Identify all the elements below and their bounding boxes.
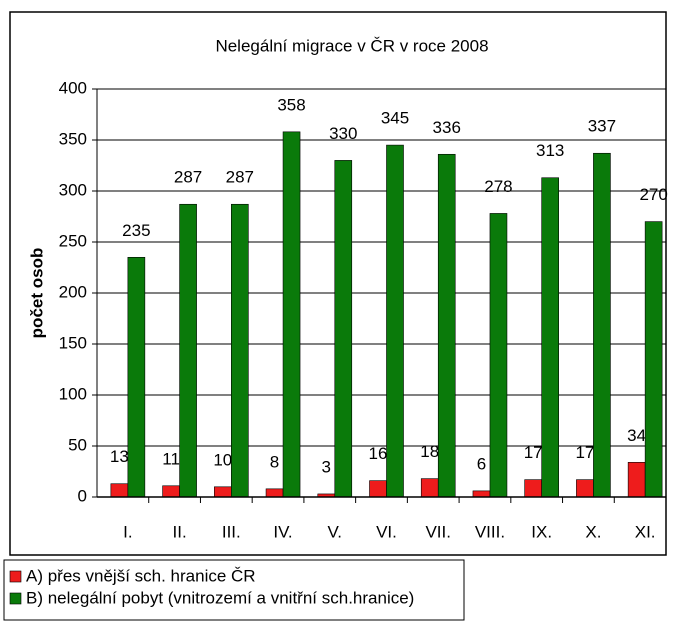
data-label: 313 bbox=[536, 141, 564, 160]
bar bbox=[110, 483, 129, 498]
data-label: 270 bbox=[639, 185, 667, 204]
data-label: 17 bbox=[575, 443, 594, 462]
bar bbox=[214, 486, 232, 498]
y-tick-label: 400 bbox=[59, 78, 87, 97]
legend-swatch bbox=[9, 570, 22, 583]
x-tick-label: I. bbox=[123, 522, 132, 541]
data-label: 287 bbox=[226, 168, 254, 187]
y-tick-label: 350 bbox=[59, 129, 87, 148]
data-label: 10 bbox=[213, 450, 232, 469]
data-label: 34 bbox=[627, 426, 646, 445]
bar bbox=[437, 153, 456, 498]
legend-label: A) přes vnější sch. hranice ČR bbox=[26, 566, 256, 585]
data-label: 6 bbox=[477, 454, 486, 473]
data-label: 8 bbox=[270, 452, 279, 471]
x-tick-label: IX. bbox=[531, 522, 552, 541]
x-tick-label: II. bbox=[173, 522, 187, 541]
x-tick-label: X. bbox=[585, 522, 601, 541]
chart-title: Nelegální migrace v ČR v roce 2008 bbox=[215, 36, 488, 55]
data-label: 287 bbox=[174, 168, 202, 187]
bar bbox=[127, 256, 146, 498]
data-label: 336 bbox=[433, 118, 461, 137]
y-tick-label: 200 bbox=[59, 282, 87, 301]
data-label: 330 bbox=[329, 124, 357, 143]
data-label: 358 bbox=[277, 95, 305, 114]
bar bbox=[334, 160, 353, 498]
data-label: 3 bbox=[322, 457, 331, 476]
x-tick-label: IV. bbox=[273, 522, 292, 541]
bar bbox=[576, 479, 594, 498]
legend-box bbox=[3, 559, 465, 621]
y-tick-label: 0 bbox=[78, 486, 87, 505]
data-label: 13 bbox=[110, 447, 129, 466]
bar bbox=[524, 479, 542, 498]
x-tick-label: V. bbox=[328, 522, 343, 541]
x-tick-label: XI. bbox=[635, 522, 656, 541]
bar bbox=[593, 152, 611, 498]
data-label: 337 bbox=[588, 117, 616, 136]
x-tick-label: VI. bbox=[376, 522, 397, 541]
bar bbox=[386, 144, 404, 498]
legend-swatch bbox=[9, 592, 22, 605]
bar bbox=[420, 478, 439, 498]
legend-label: B) nelegální pobyt (vnitrozemí a vnitřní… bbox=[26, 588, 414, 607]
data-label: 345 bbox=[381, 109, 409, 128]
data-label: 18 bbox=[420, 442, 439, 461]
x-tick-label: III. bbox=[222, 522, 241, 541]
y-tick-label: 250 bbox=[59, 231, 87, 250]
bar bbox=[644, 221, 663, 498]
y-axis-label: počet osob bbox=[27, 248, 46, 339]
bar bbox=[541, 177, 559, 498]
data-label: 17 bbox=[524, 443, 543, 462]
bar bbox=[231, 203, 249, 498]
x-tick-label: VII. bbox=[425, 522, 451, 541]
bar bbox=[162, 485, 180, 498]
data-label: 11 bbox=[162, 449, 180, 468]
bar bbox=[472, 490, 491, 498]
y-tick-label: 150 bbox=[59, 333, 87, 352]
data-label: 16 bbox=[369, 444, 388, 463]
data-label: 235 bbox=[122, 221, 150, 240]
data-label: 278 bbox=[484, 177, 512, 196]
bar bbox=[265, 488, 284, 498]
bar bbox=[489, 213, 508, 498]
bar bbox=[369, 480, 387, 498]
y-tick-label: 50 bbox=[68, 435, 87, 454]
y-tick-label: 300 bbox=[59, 180, 87, 199]
bar bbox=[282, 131, 301, 498]
x-tick-label: VIII. bbox=[475, 522, 505, 541]
bar bbox=[627, 462, 646, 498]
bar bbox=[179, 203, 197, 498]
y-tick-label: 100 bbox=[59, 384, 87, 403]
